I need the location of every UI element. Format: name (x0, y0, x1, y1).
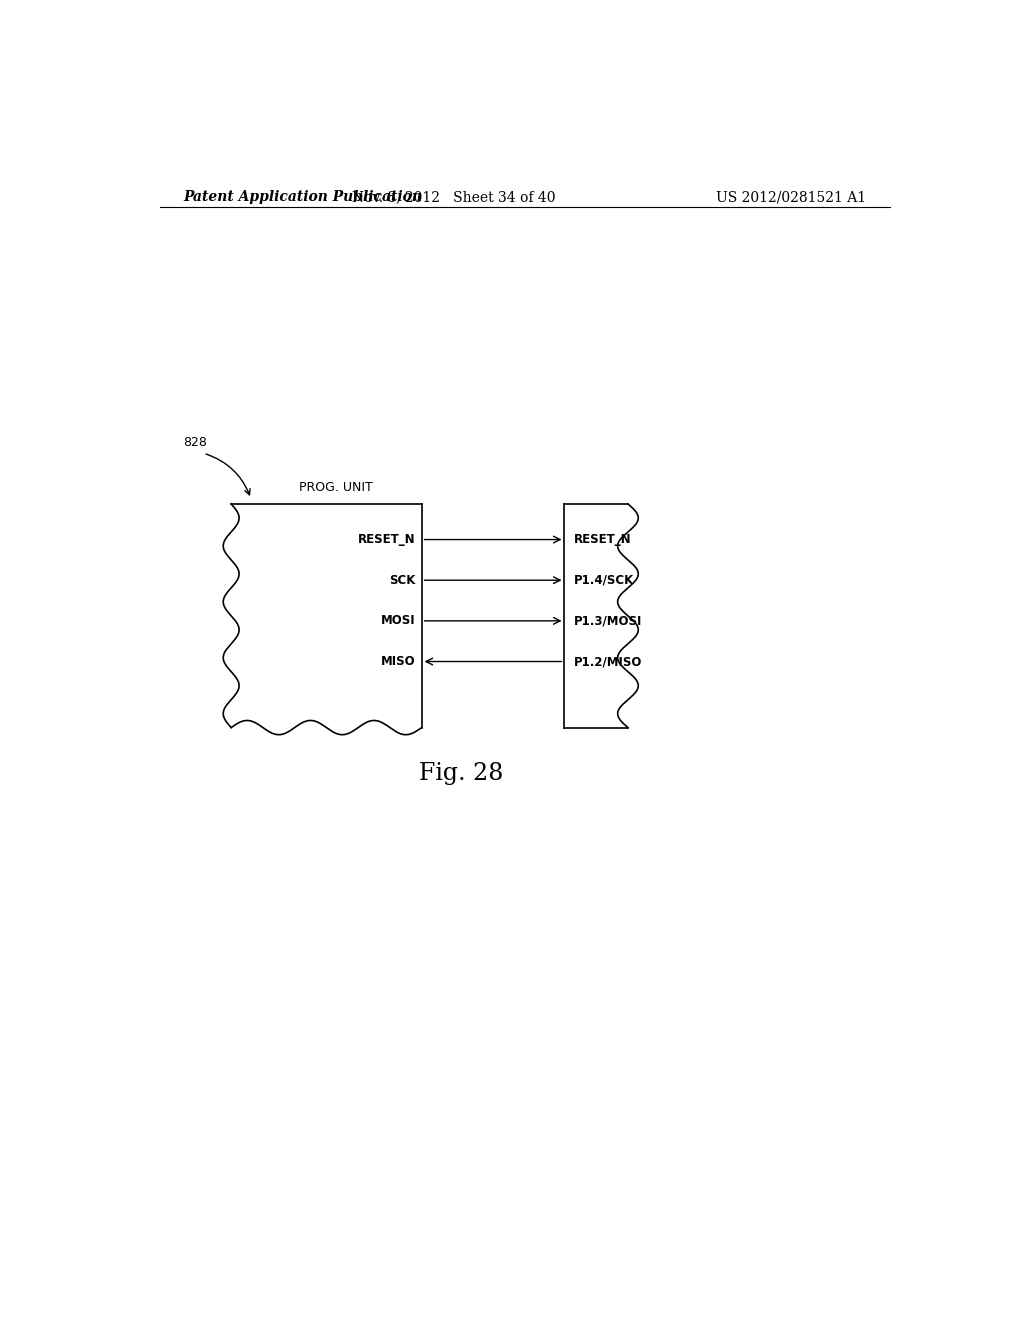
Text: MISO: MISO (381, 655, 416, 668)
Text: P1.3/MOSI: P1.3/MOSI (574, 614, 642, 627)
Text: RESET_N: RESET_N (574, 533, 632, 546)
Text: SCK: SCK (389, 574, 416, 586)
Text: MOSI: MOSI (381, 614, 416, 627)
Text: 828: 828 (183, 437, 208, 450)
Text: RESET_N: RESET_N (357, 533, 416, 546)
Text: US 2012/0281521 A1: US 2012/0281521 A1 (716, 190, 866, 205)
Text: Fig. 28: Fig. 28 (419, 762, 504, 785)
Text: Nov. 8, 2012   Sheet 34 of 40: Nov. 8, 2012 Sheet 34 of 40 (351, 190, 555, 205)
Text: P1.2/MISO: P1.2/MISO (574, 655, 642, 668)
Text: PROG. UNIT: PROG. UNIT (299, 480, 373, 494)
Text: Patent Application Publication: Patent Application Publication (183, 190, 423, 205)
Text: P1.4/SCK: P1.4/SCK (574, 574, 634, 586)
